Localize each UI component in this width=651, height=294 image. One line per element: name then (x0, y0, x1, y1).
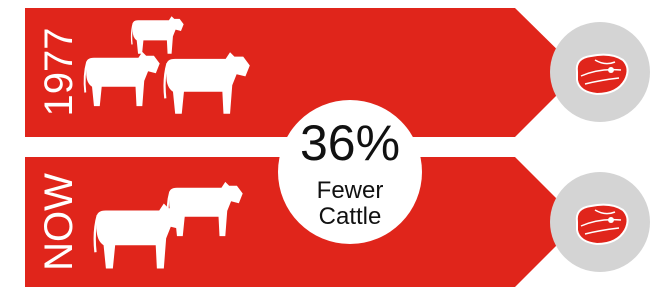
callout-text: Fewer (317, 177, 384, 204)
callout-text: Cattle (319, 203, 382, 230)
row-label: NOW (37, 173, 81, 271)
row-label: 1977 (37, 28, 81, 117)
infographic: 1977 NOW 36% Fewer Cattle (0, 0, 651, 294)
callout-value: 36% (300, 115, 400, 171)
